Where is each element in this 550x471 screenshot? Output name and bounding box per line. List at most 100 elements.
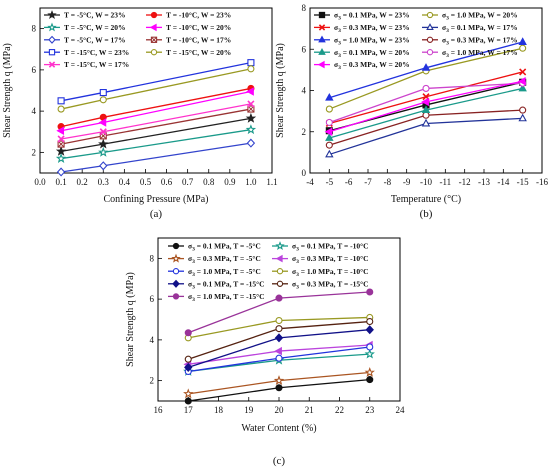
legend-item: σ3 = 0.3 MPa, W = 23% (314, 23, 410, 34)
legend-swatch-marker (48, 49, 56, 56)
legend-item: σ3 = 0.3 MPa, T = -5°C (168, 253, 261, 265)
data-point (274, 346, 282, 356)
data-point (184, 355, 192, 363)
x-tick-label: 16 (154, 405, 164, 415)
y-tick-label: 4 (302, 86, 307, 96)
series-9 (324, 76, 526, 136)
y-axis-label: Shear Strength q (MPa) (275, 43, 286, 138)
legend-swatch-marker (317, 60, 325, 69)
legend-item: T = -10°C, W = 17% (146, 35, 231, 44)
legend-item: T = -15°C, W = 20% (146, 48, 231, 57)
x-tick-label: 18 (214, 405, 224, 415)
x-tick-label: 21 (305, 405, 314, 415)
legend-label: σ3 = 0.1 MPa, T = -15°C (188, 279, 265, 290)
data-point (275, 384, 283, 392)
series-4 (183, 340, 373, 369)
series-line (60, 68, 252, 110)
data-point (57, 140, 65, 148)
x-tick-label: 24 (396, 405, 406, 415)
data-point (275, 325, 283, 333)
series-line (60, 90, 252, 132)
data-point (421, 105, 431, 114)
legend-item: σ3 = 1.0 MPa, T = -5°C (168, 267, 261, 278)
x-tick-label: 0.2 (77, 177, 88, 187)
data-point (99, 161, 108, 171)
y-axis-label: Shear Strength q (MPa) (125, 272, 136, 367)
series-line (60, 117, 252, 152)
legend-item: σ3 = 0.3 MPa, W = 17% (422, 35, 518, 46)
x-tick-label: 0.8 (203, 177, 215, 187)
x-tick-label: 22 (335, 405, 344, 415)
data-point (56, 167, 66, 177)
series-6 (57, 105, 255, 148)
y-tick-label: 8 (32, 24, 37, 34)
data-point (518, 83, 527, 92)
legend-item: T = -5°C, W = 20% (44, 22, 126, 32)
y-axis-label: Shear Strength q (MPa) (2, 43, 13, 138)
legend-label: σ3 = 0.3 MPa, W = 20% (334, 60, 410, 71)
x-tick-label: 0.3 (98, 177, 110, 187)
data-point (518, 37, 527, 45)
data-point (325, 92, 334, 101)
series-line (60, 142, 252, 173)
legend-item: T = -15°C, W = 17% (44, 60, 129, 69)
data-point (245, 112, 257, 123)
legend-swatch-marker (48, 61, 56, 68)
series-9 (184, 288, 374, 337)
x-tick-label: -11 (439, 177, 451, 187)
legend-swatch-marker (318, 24, 326, 31)
data-point (519, 44, 527, 52)
series-7 (57, 59, 255, 105)
legend: σ3 = 0.1 MPa, W = 23% σ3 = 1.0 MPa, W = 2… (314, 11, 518, 71)
legend-swatch-marker (276, 268, 284, 275)
series-6 (325, 106, 527, 149)
x-tick-label: -14 (497, 177, 509, 187)
data-point (56, 126, 65, 135)
data-point (99, 89, 107, 97)
x-tick-label: 20 (275, 405, 285, 415)
y-tick-label: 2 (302, 127, 307, 137)
x-tick-label: -12 (459, 177, 471, 187)
y-tick-label: 6 (150, 294, 155, 304)
data-point (247, 105, 255, 113)
data-point (421, 97, 429, 107)
data-point (57, 105, 65, 113)
x-tick-label: 23 (365, 405, 375, 415)
series-3 (183, 367, 375, 399)
data-point (57, 135, 65, 143)
series-4 (56, 87, 254, 135)
legend-item: T = -5°C, W = 17% (44, 35, 126, 44)
y-tick-label: 2 (32, 147, 37, 157)
legend-label: T = -5°C, W = 23% (64, 11, 126, 20)
legend-swatch-marker (275, 254, 283, 263)
panel-caption: (a) (150, 208, 163, 220)
x-axis-label: Water Content (%) (241, 423, 316, 434)
data-point (273, 375, 285, 386)
legend-swatch-marker (172, 242, 180, 250)
series-1 (184, 376, 374, 405)
x-tick-label: 0.0 (34, 177, 46, 187)
legend-label: T = -15°C, W = 23% (64, 48, 129, 57)
series-7 (184, 325, 374, 372)
x-tick-label: -15 (517, 177, 529, 187)
legend-item: σ3 = 1.0 MPa, T = -15°C (168, 292, 265, 303)
x-tick-label: 1.1 (266, 177, 277, 187)
x-tick-label: 1.0 (245, 177, 257, 187)
x-tick-label: -10 (420, 177, 432, 187)
data-point (366, 288, 374, 296)
data-point (366, 343, 374, 351)
series-8 (184, 317, 374, 363)
legend-swatch-marker (426, 23, 434, 31)
legend-label: σ3 = 0.3 MPa, T = -15°C (292, 279, 369, 290)
data-point (364, 367, 375, 377)
x-tick-label: 0.1 (55, 177, 66, 187)
legend-item: σ3 = 1.0 MPa, W = 23% (314, 35, 410, 46)
data-point (422, 111, 430, 119)
legend-swatch-marker (318, 11, 326, 19)
legend-item: σ3 = 0.1 MPa, T = -10°C (272, 241, 369, 253)
y-tick-label: 8 (150, 253, 155, 263)
data-point (366, 317, 374, 326)
legend: σ3 = 0.1 MPa, T = -5°C σ3 = 0.1 MPa, T = … (168, 241, 369, 303)
